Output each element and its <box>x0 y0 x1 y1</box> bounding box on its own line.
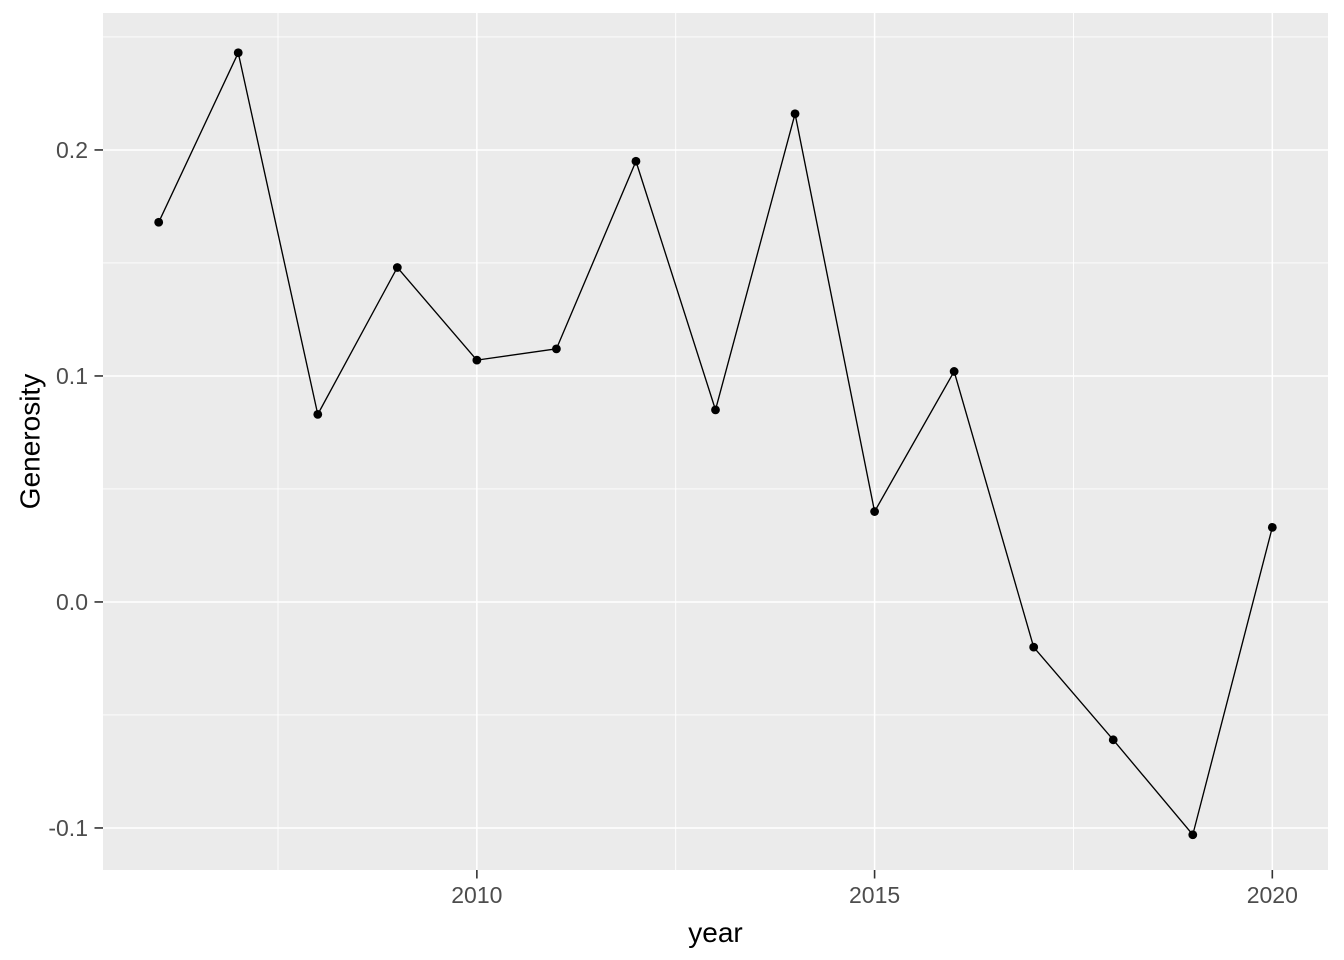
data-point <box>392 263 402 272</box>
y-tick-label: 0.2 <box>56 137 88 163</box>
data-point <box>154 217 164 227</box>
x-tick-label: 2020 <box>1247 882 1298 908</box>
data-point <box>313 409 323 419</box>
data-point <box>1108 735 1118 745</box>
y-axis-title: Generosity <box>15 374 46 509</box>
x-tick-label: 2015 <box>849 882 900 908</box>
data-point <box>870 507 879 516</box>
x-tick-label: 2010 <box>451 882 502 908</box>
data-point <box>1029 642 1039 652</box>
data-point <box>790 109 800 119</box>
data-point <box>1267 522 1277 532</box>
data-point <box>472 355 482 365</box>
plot-panel <box>103 13 1328 870</box>
data-point <box>711 405 720 415</box>
y-tick-label: 0.1 <box>56 363 88 389</box>
data-point <box>1188 830 1198 840</box>
data-point <box>233 48 243 58</box>
data-point <box>631 156 641 166</box>
data-point <box>552 344 561 354</box>
data-point <box>949 367 959 376</box>
y-tick-label: 0.0 <box>56 589 88 615</box>
y-tick-label: -0.1 <box>48 815 88 841</box>
x-axis-title: year <box>688 917 742 948</box>
